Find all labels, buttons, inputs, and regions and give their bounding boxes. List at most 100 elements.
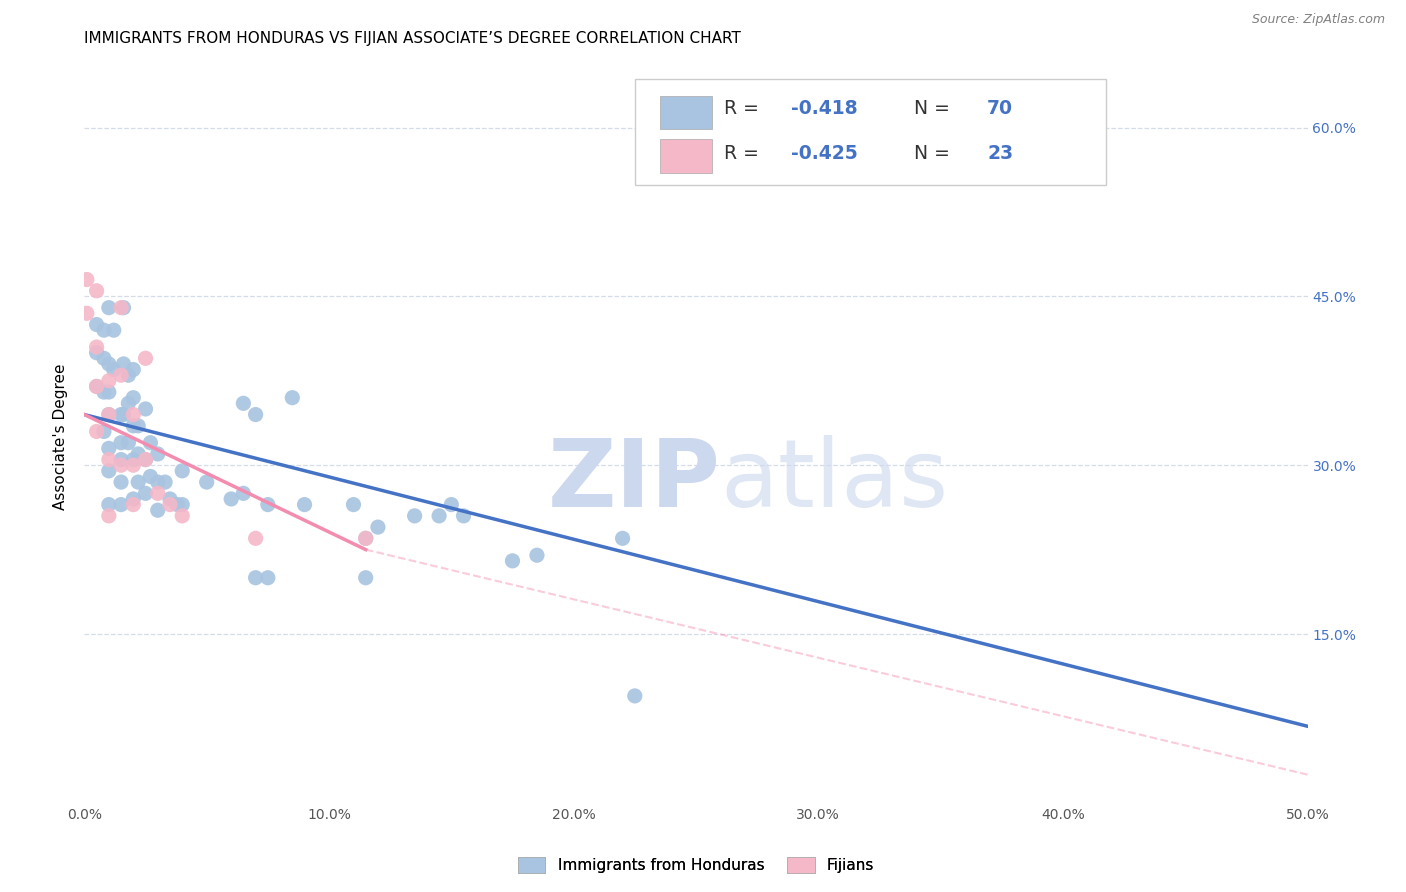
Point	[354, 532, 377, 546]
Point	[93, 323, 115, 337]
Point	[166, 498, 188, 512]
Point	[122, 491, 145, 506]
Point	[97, 408, 120, 422]
Point	[97, 357, 120, 371]
Point	[146, 475, 169, 489]
Point	[172, 508, 194, 523]
Text: atlas: atlas	[720, 435, 949, 527]
Point	[146, 486, 169, 500]
Point	[122, 362, 145, 376]
FancyBboxPatch shape	[661, 139, 711, 173]
Text: R =: R =	[724, 144, 765, 163]
Point	[172, 464, 194, 478]
Point	[281, 391, 304, 405]
Point	[612, 532, 634, 546]
Point	[97, 408, 120, 422]
Point	[86, 425, 108, 439]
Point	[122, 452, 145, 467]
Point	[110, 458, 132, 473]
Point	[139, 435, 162, 450]
Point	[146, 447, 169, 461]
Point	[122, 418, 145, 433]
Point	[110, 435, 132, 450]
Text: R =: R =	[724, 99, 765, 119]
Point	[103, 323, 125, 337]
Point	[97, 498, 120, 512]
Point	[294, 498, 316, 512]
Point	[135, 401, 157, 416]
Point	[86, 340, 108, 354]
Y-axis label: Associate's Degree: Associate's Degree	[53, 364, 69, 510]
FancyBboxPatch shape	[661, 95, 711, 129]
Point	[76, 272, 98, 286]
Point	[93, 425, 115, 439]
Point	[127, 447, 149, 461]
Point	[159, 491, 181, 506]
Legend: Immigrants from Honduras, Fijians: Immigrants from Honduras, Fijians	[512, 851, 880, 880]
Point	[86, 284, 108, 298]
Point	[624, 689, 647, 703]
Point	[127, 475, 149, 489]
Point	[354, 532, 377, 546]
Text: N =: N =	[914, 99, 956, 119]
Point	[354, 571, 377, 585]
Point	[112, 301, 135, 315]
Point	[440, 498, 463, 512]
Text: 70: 70	[987, 99, 1014, 119]
Point	[110, 368, 132, 383]
Point	[245, 571, 267, 585]
Text: -0.418: -0.418	[792, 99, 858, 119]
Point	[172, 498, 194, 512]
Point	[112, 357, 135, 371]
Point	[135, 486, 157, 500]
Point	[122, 498, 145, 512]
Text: ZIP: ZIP	[547, 435, 720, 527]
Point	[86, 318, 108, 332]
Point	[117, 435, 139, 450]
Point	[117, 396, 139, 410]
Point	[97, 301, 120, 315]
Point	[127, 418, 149, 433]
Point	[86, 379, 108, 393]
Point	[110, 301, 132, 315]
Point	[502, 554, 524, 568]
Point	[135, 452, 157, 467]
Point	[232, 486, 254, 500]
Point	[135, 452, 157, 467]
Point	[86, 345, 108, 359]
FancyBboxPatch shape	[636, 78, 1105, 185]
Point	[122, 458, 145, 473]
Point	[110, 498, 132, 512]
Point	[526, 548, 548, 562]
Point	[159, 498, 181, 512]
Point	[257, 571, 280, 585]
Text: IMMIGRANTS FROM HONDURAS VS FIJIAN ASSOCIATE’S DEGREE CORRELATION CHART: IMMIGRANTS FROM HONDURAS VS FIJIAN ASSOC…	[84, 31, 741, 46]
Point	[219, 491, 242, 506]
Point	[453, 508, 475, 523]
Point	[122, 391, 145, 405]
Point	[110, 475, 132, 489]
Point	[232, 396, 254, 410]
Point	[257, 498, 280, 512]
Point	[112, 408, 135, 422]
Point	[135, 351, 157, 366]
Point	[342, 498, 364, 512]
Point	[367, 520, 389, 534]
Point	[195, 475, 218, 489]
Point	[97, 374, 120, 388]
Point	[146, 503, 169, 517]
Point	[93, 385, 115, 400]
Point	[110, 408, 132, 422]
Point	[97, 464, 120, 478]
Point	[245, 532, 267, 546]
Text: 23: 23	[987, 144, 1014, 163]
Point	[110, 452, 132, 467]
Text: Source: ZipAtlas.com: Source: ZipAtlas.com	[1251, 13, 1385, 27]
Point	[153, 475, 176, 489]
Text: -0.425: -0.425	[792, 144, 858, 163]
Point	[97, 508, 120, 523]
Point	[97, 452, 120, 467]
Point	[139, 469, 162, 483]
Point	[404, 508, 426, 523]
Text: N =: N =	[914, 144, 956, 163]
